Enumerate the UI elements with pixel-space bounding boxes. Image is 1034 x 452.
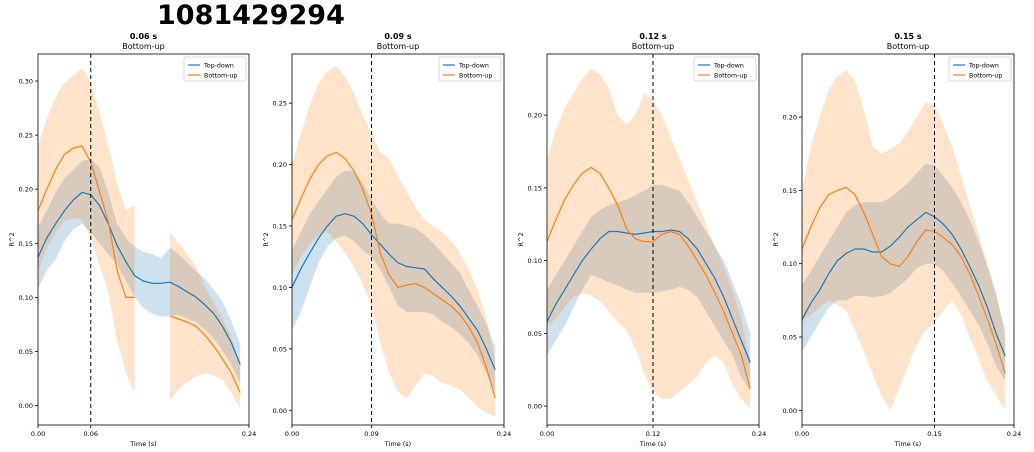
subplot-2: 0.00 0.05 0.10 0.15 0.20 0.25 0.00 0.09 0.24 0.09… (262, 32, 511, 448)
bottomup-band (38, 68, 135, 393)
x-axis-label: Time (s) (129, 440, 156, 448)
x-axis-label: Time (s) (639, 440, 666, 448)
y-tick-label: 0.20 (19, 186, 33, 194)
legend: Top-down Bottom-up (183, 56, 247, 82)
topdown-line (547, 229, 751, 363)
y-tick-label: 0.00 (19, 402, 33, 410)
subplot-title: 0.06 s (130, 32, 158, 41)
figure-title: 1081429294 (157, 0, 345, 31)
legend-label: Top-down (458, 62, 489, 69)
topdown-line (292, 213, 496, 370)
legend-label: Bottom-up (969, 72, 1002, 79)
subplot-title: 0.09 s (384, 32, 412, 41)
bottomup-line (802, 186, 1006, 374)
x-tick-label: 0.06 (84, 430, 98, 438)
y-tick-label: 0.05 (783, 334, 797, 342)
topdown-band (547, 184, 751, 392)
axes-frame (37, 53, 250, 426)
y-tick-label: 0.00 (273, 407, 287, 415)
y-tick-label: 0.00 (783, 407, 797, 415)
bottomup-band (169, 232, 241, 409)
y-tick-label: 0.30 (19, 78, 33, 86)
y-tick-label: 0.10 (783, 260, 797, 268)
y-tick-label: 0.20 (528, 112, 542, 120)
plot-area (292, 54, 496, 425)
x-tick-label: 0.24 (1007, 430, 1021, 438)
legend-label: Bottom-up (459, 72, 492, 79)
y-tick-label: 0.25 (273, 100, 287, 108)
bottomup-band (292, 66, 496, 417)
x-tick-label: 0.12 (646, 430, 660, 438)
y-tick-label: 0.05 (528, 330, 542, 338)
y-tick-label: 0.20 (273, 161, 287, 169)
y-tick-label: 0.10 (528, 257, 542, 265)
y-tick-label: 0.05 (273, 345, 287, 353)
subplot-subtitle: Bottom-up (632, 42, 674, 51)
bottomup-band (547, 68, 751, 409)
legend-label: Top-down (968, 62, 999, 69)
y-tick-label: 0.05 (19, 348, 33, 356)
topdown-band (38, 158, 241, 384)
y-tick-label: 0.15 (273, 222, 287, 230)
axes-frame (801, 53, 1015, 426)
plot-area (547, 54, 751, 425)
subplot-title: 0.15 s (894, 32, 922, 41)
bottomup-line (169, 315, 241, 393)
subplot-subtitle: Bottom-up (887, 42, 929, 51)
y-tick-label: 0.10 (273, 284, 287, 292)
y-axis-label: R^2 (517, 232, 525, 246)
y-tick-label: 0.15 (783, 187, 797, 195)
y-axis-label: R^2 (262, 232, 270, 246)
x-axis-label: Time (s) (384, 440, 411, 448)
bottomup-line (547, 166, 751, 389)
topdown-line (38, 191, 241, 365)
bottomup-line (38, 145, 135, 298)
x-axis-label: Time (s) (894, 440, 921, 448)
x-tick-label: 0.24 (497, 430, 511, 438)
subplot-1: 0.00 0.05 0.10 0.15 0.20 0.25 0.30 0.00 0.06 0.24… (8, 32, 256, 448)
topdown-band (802, 164, 1006, 381)
bottomup-line (292, 151, 496, 399)
subplot-subtitle: Bottom-up (122, 42, 164, 51)
subplot-4: 0.000.050.100.150.200.00 0.15 0.240.15 sBo… (772, 32, 1021, 448)
plot-area (38, 54, 241, 425)
x-tick-label: 0.24 (752, 430, 766, 438)
y-tick-label: 0.00 (528, 403, 542, 411)
legend: Top-down Bottom-up (693, 56, 757, 82)
y-tick-label: 0.20 (783, 114, 797, 122)
plot-area (802, 54, 1006, 425)
legend-label: Top-down (203, 62, 234, 69)
x-tick-label: 0.00 (795, 430, 809, 438)
subplot-subtitle: Bottom-up (377, 42, 419, 51)
y-axis-label: R^2 (8, 232, 16, 246)
subplot-title: 0.12 s (639, 32, 667, 41)
legend-label: Bottom-up (204, 72, 237, 79)
x-tick-label: 0.15 (927, 430, 941, 438)
y-axis-label: R^2 (772, 232, 780, 246)
legend-label: Bottom-up (714, 72, 747, 79)
x-tick-label: 0.00 (285, 430, 299, 438)
bottomup-band (802, 70, 1006, 411)
x-tick-label: 0.24 (242, 430, 256, 438)
subplot-3: 0.000.050.100.150.200.00 0.12 0.240.12 sBo… (517, 32, 766, 448)
x-tick-label: 0.09 (364, 430, 378, 438)
legend: Top-down Bottom-up (438, 56, 502, 82)
y-tick-label: 0.10 (19, 294, 33, 302)
legend: Top-down Bottom-up (948, 56, 1012, 82)
legend-label: Top-down (713, 62, 744, 69)
x-tick-label: 0.00 (540, 430, 554, 438)
axes-frame (291, 53, 505, 426)
y-tick-label: 0.25 (19, 132, 33, 140)
y-tick-label: 0.15 (528, 184, 542, 192)
topdown-line (802, 211, 1006, 357)
y-tick-label: 0.15 (19, 240, 33, 248)
x-tick-label: 0.00 (31, 430, 45, 438)
